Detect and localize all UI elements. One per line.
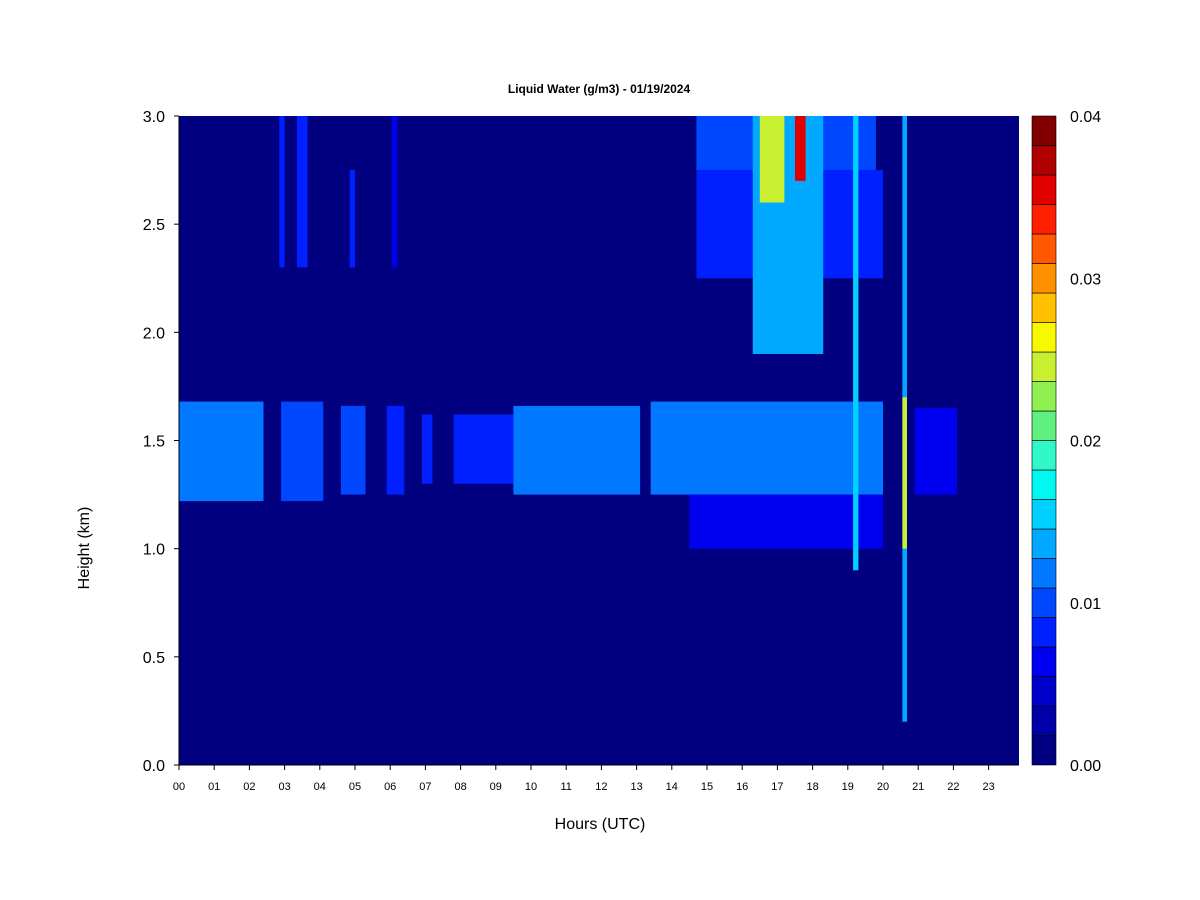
x-tick-label: 16 — [736, 781, 748, 793]
colorbar-tick-label: 0.02 — [1070, 434, 1101, 451]
heatmap-cell — [179, 401, 264, 502]
x-tick-label: 07 — [419, 781, 431, 793]
y-tick-label: 3.0 — [143, 109, 165, 126]
colorbar-tick-label: 0.03 — [1070, 271, 1101, 288]
y-axis-label: Height (km) — [76, 507, 93, 590]
x-tick-label: 02 — [243, 781, 255, 793]
colorbar-segment — [1031, 381, 1057, 412]
colorbar-segment — [1031, 558, 1057, 589]
heatmap-cell — [279, 116, 285, 268]
heatmap-cell — [386, 405, 405, 495]
y-tick-label: 2.5 — [143, 217, 165, 234]
colorbar-segment — [1031, 440, 1057, 471]
heatmap-cell — [650, 401, 883, 495]
colorbar-segment — [1031, 499, 1057, 530]
heatmap-cell — [296, 116, 308, 268]
y-tick-label: 1.5 — [143, 434, 165, 451]
colorbar-tick-label: 0.00 — [1070, 758, 1101, 775]
colorbar-segment — [1031, 735, 1057, 766]
x-tick-label: 09 — [490, 781, 502, 793]
colorbar-segment — [1031, 204, 1057, 235]
colorbar-segment — [1031, 676, 1057, 707]
y-tick-label: 0.0 — [143, 758, 165, 775]
x-tick-label: 20 — [877, 781, 889, 793]
x-tick-label: 06 — [384, 781, 396, 793]
colorbar-segment — [1031, 617, 1057, 648]
colorbar-segment — [1031, 115, 1057, 146]
x-tick-label: 22 — [947, 781, 959, 793]
x-tick-label: 12 — [595, 781, 607, 793]
x-tick-label: 21 — [912, 781, 924, 793]
colorbar-segment — [1031, 351, 1057, 382]
y-tick-label: 0.5 — [143, 650, 165, 667]
chart-title: Liquid Water (g/m3) - 01/19/2024 — [508, 82, 691, 96]
x-tick-label: 11 — [560, 781, 571, 793]
x-tick-label: 17 — [771, 781, 783, 793]
x-axis-label: Hours (UTC) — [555, 816, 646, 833]
heatmap-cell — [349, 170, 355, 268]
colorbar-segment — [1031, 233, 1057, 264]
colorbar-segment — [1031, 587, 1057, 618]
x-tick-label: 05 — [349, 781, 361, 793]
colorbar-tick-label: 0.01 — [1070, 596, 1101, 613]
x-tick-label: 01 — [208, 781, 220, 793]
colorbar-segment — [1031, 646, 1057, 677]
y-tick-label: 1.0 — [143, 542, 165, 559]
colorbar-segment — [1031, 263, 1057, 294]
heatmap-cell — [421, 414, 433, 484]
heatmap-cells — [179, 116, 957, 722]
heatmap-cell — [340, 405, 366, 495]
heatmap-cell — [392, 116, 398, 268]
colorbar-segment — [1031, 174, 1057, 205]
x-tick-label: 18 — [806, 781, 818, 793]
x-tick-label: 00 — [173, 781, 185, 793]
y-tick-label: 2.0 — [143, 325, 165, 342]
x-tick-label: 13 — [630, 781, 642, 793]
heatmap-cell — [795, 116, 806, 181]
heatmap-cell — [513, 405, 641, 495]
x-tick-label: 10 — [525, 781, 537, 793]
colorbar-segment — [1031, 705, 1057, 736]
y-axis: 0.0 0.5 1.0 1.5 2.0 2.5 3.0 — [143, 109, 180, 775]
heatmap-cell — [914, 408, 957, 495]
colorbar-segment — [1031, 292, 1057, 323]
heatmap-cell — [902, 397, 907, 549]
colorbar-segment — [1031, 145, 1057, 176]
heatmap-cell — [759, 116, 785, 203]
colorbar-segment — [1031, 528, 1057, 559]
heatmap-cell — [281, 401, 324, 502]
colorbar-tick-label: 0.04 — [1070, 109, 1101, 126]
colorbar-segment — [1031, 322, 1057, 353]
x-tick-label: 14 — [666, 781, 678, 793]
x-axis: 00 01 02 03 04 05 06 07 08 09 10 11 12 13 14 15 16 17 18 19… — [173, 764, 1019, 793]
x-tick-label: 08 — [454, 781, 466, 793]
x-tick-label: 23 — [982, 781, 994, 793]
colorbar-segment — [1031, 410, 1057, 441]
heatmap-cell — [853, 116, 859, 571]
heatmap-cell — [689, 494, 883, 549]
x-tick-label: 03 — [278, 781, 290, 793]
x-tick-label: 04 — [314, 781, 326, 793]
x-tick-label: 19 — [842, 781, 854, 793]
colorbar-segment — [1031, 469, 1057, 500]
colorbar: 0.00 0.01 0.02 0.03 0.04 — [1031, 109, 1101, 775]
heatmap-cell — [453, 414, 514, 484]
plot-area — [179, 116, 1019, 765]
x-tick-label: 15 — [701, 781, 713, 793]
